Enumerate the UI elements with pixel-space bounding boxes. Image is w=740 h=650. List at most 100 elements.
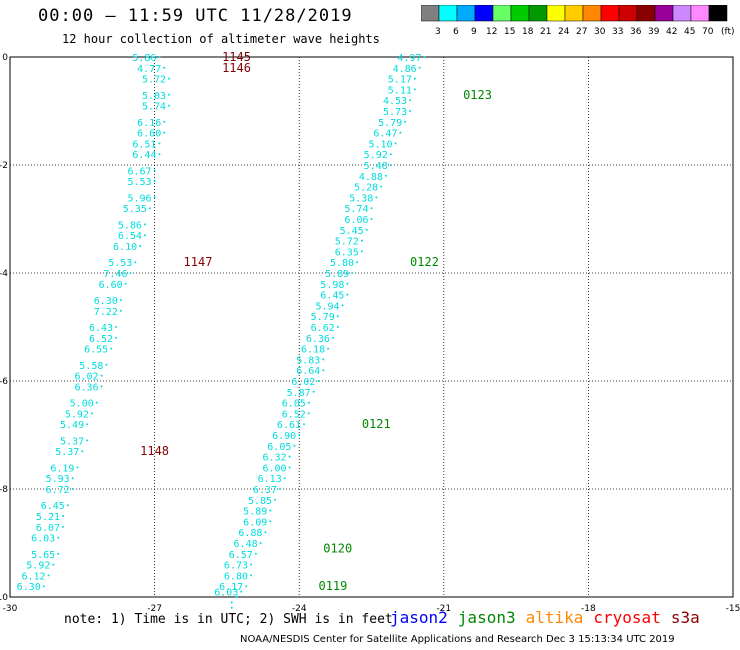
wave-height-label: 4.97 [397,53,421,64]
data-point [322,369,325,372]
data-point [423,56,426,58]
data-point [47,574,50,577]
data-point [288,466,291,469]
satellite-legend: jason2 jason3 altika cryosat s3a [390,608,710,627]
wave-height-label: 5.28 [354,183,378,194]
wave-height-label: 6.30 [94,296,118,307]
data-point [57,552,60,555]
color-scale-label: 18 [522,27,534,37]
data-point [235,596,238,598]
y-tick-label: -6 [0,377,8,387]
x-tick-label: -27 [147,604,162,614]
wave-height-label: 6.12 [21,571,45,582]
pass-time-label: 1147 [184,255,213,269]
wave-height-label: 5.92 [65,409,89,420]
data-point [413,88,416,91]
wave-height-label: 5.03 [142,91,166,102]
data-point [139,245,142,247]
wave-height-label: 6.02 [291,377,315,388]
wave-height-label: 6.57 [229,550,253,561]
color-scale-label: 70 [702,27,714,37]
data-point [370,207,373,210]
pass-time-label: 0123 [463,88,492,102]
altimeter-plot: -30-27-24-21-18-150-2-4-6-8-105.864.775.… [0,50,740,614]
wave-height-label: 5.17 [388,75,412,86]
data-point [90,412,93,415]
wave-height-label: 5.79 [378,118,402,129]
data-point [264,531,267,534]
wave-height-label: 6.47 [373,129,397,140]
data-point [76,466,79,469]
data-point [105,363,108,366]
data-point [341,304,344,307]
wave-height-label: 5.85 [248,496,272,507]
data-point [100,385,103,388]
wave-height-label: 5.86 [118,220,142,231]
wave-height-label: 4.88 [359,172,383,183]
data-point [250,574,252,577]
wave-height-label: 5.72 [142,75,166,86]
wave-height-label: 6.35 [335,247,359,258]
data-point [380,185,383,188]
wave-height-label: 4.77 [137,64,161,75]
color-scale-label: 9 [471,27,477,37]
color-scale-unit: (ft) [721,27,735,37]
data-point [148,207,151,210]
data-point [230,606,233,609]
wave-height-label: 6.36 [74,382,98,393]
data-point [375,196,378,199]
wave-height-label: 5.73 [383,107,407,118]
legend-entry: altika [525,608,584,627]
data-point [360,250,363,253]
color-scale-label: 39 [648,27,660,37]
wave-height-label: 5.92 [364,150,388,161]
data-point [269,509,272,512]
data-point [66,504,69,507]
wave-height-label: 4.53 [383,96,407,107]
data-point [365,228,368,231]
pass-time-label: 0122 [410,255,439,269]
wave-height-label: 5.89 [243,507,267,518]
pass-time-label: 1145 [222,50,251,64]
data-point [394,142,397,145]
data-point [312,390,315,393]
data-point [413,77,416,80]
data-point [336,315,339,318]
data-point [254,552,257,555]
wave-height-label: 5.86 [132,53,156,64]
wave-height-label: 6.80 [224,571,248,582]
wave-height-label: 6.51 [132,139,156,150]
wave-height-label: 5.94 [315,301,339,312]
wave-height-label: 6.44 [132,150,156,161]
data-point [346,293,349,296]
data-point [168,93,171,96]
data-point [274,498,277,501]
wave-height-label: 6.18 [301,345,325,356]
pass-time-label: 1148 [140,444,169,458]
data-point [389,153,392,156]
data-point [134,261,137,264]
wave-height-label: 5.92 [26,561,50,572]
wave-height-label: 4.86 [393,64,417,75]
wave-height-label: 5.65 [31,550,55,561]
wave-height-label: 6.19 [50,463,74,474]
wave-height-label: 6.17 [219,582,243,593]
data-point [129,272,132,274]
legend-entry: s3a [670,608,700,627]
footer-note: note: 1) Time is in UTC; 2) SWH is in fe… [64,612,393,627]
footer-credit: NOAA/NESDIS Center for Satellite Applica… [240,634,675,645]
data-point [62,515,65,517]
wave-height-label: 6.05 [267,442,291,453]
wave-height-label: 5.74 [344,204,368,215]
wave-height-label: 5.98 [320,280,344,291]
wave-height-label: 5.89 [325,269,349,280]
wave-height-label: 6.37 [253,485,277,496]
data-point [409,110,412,112]
data-point [115,326,118,328]
data-point [158,142,161,145]
wave-height-label: 6.32 [262,453,286,464]
data-point [293,444,296,447]
data-point [71,488,74,490]
wave-height-label: 6.90 [272,431,296,442]
wave-height-label: 6.43 [89,323,113,334]
